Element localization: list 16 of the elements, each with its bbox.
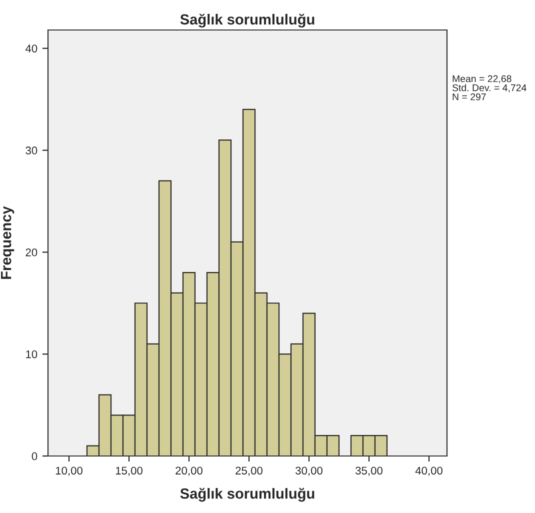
y-tick-label: 30 <box>26 146 38 154</box>
chart-title: Sağlık sorumluluğu <box>180 14 314 28</box>
x-tick-label: 35,00 <box>356 466 382 476</box>
y-axis-title: Frequency <box>1 206 14 279</box>
y-tick-label: 10 <box>26 350 38 358</box>
x-tick-label: 15,00 <box>116 466 142 476</box>
y-tick-label: 0 <box>32 452 38 460</box>
text: Mean = 22,68 Std. Dev. = 4,724 N = 297 <box>452 75 526 100</box>
x-tick-label: 40,00 <box>415 466 442 476</box>
x-tick-label: 20,00 <box>176 466 202 476</box>
x-tick-label: 30,00 <box>296 466 322 476</box>
y-tick-label: 40 <box>25 44 38 52</box>
x-tick-label: 10,00 <box>56 466 82 476</box>
x-axis-title: Sağlık sorumluluğu <box>180 488 314 502</box>
x-tick-label: 25,00 <box>236 466 262 476</box>
y-tick-label: 20 <box>26 248 38 256</box>
